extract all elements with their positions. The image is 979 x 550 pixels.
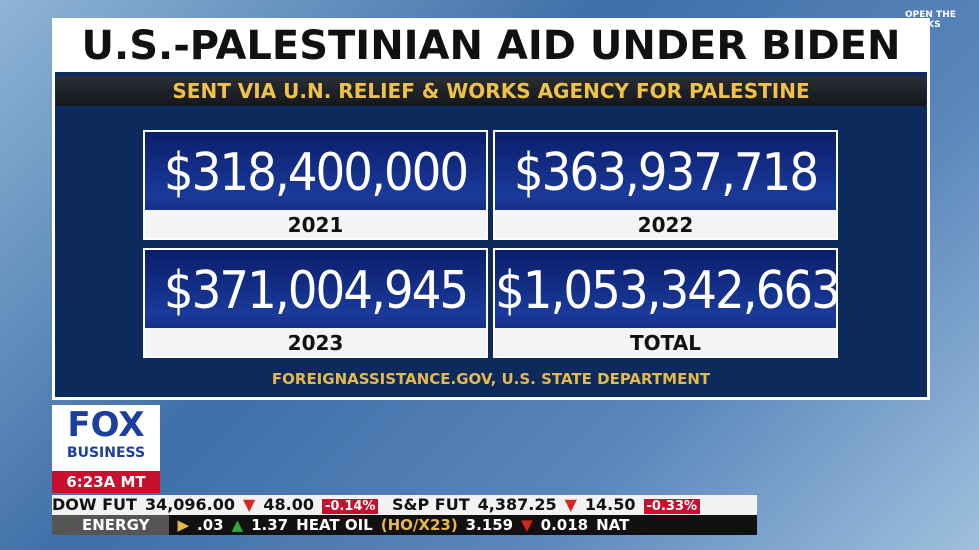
ticker-item: 1.37: [251, 516, 289, 534]
ticker-row: ENERGY ▶ .03 ▲ 1.37 HEAT OIL (HO/X23) 3.159 ▼ 0.0…: [52, 515, 757, 535]
network-name: FOX: [67, 405, 145, 445]
ticker-section: ENERGY: [52, 515, 170, 535]
watermark-line: OPEN THE: [905, 10, 956, 20]
ticker-item: 0.018: [540, 516, 589, 534]
amount: $1,053,342,663: [495, 261, 841, 321]
ticker-item: 3.159: [465, 516, 514, 534]
ticker-item: HEAT OIL: [296, 516, 373, 534]
arrow: ▶: [177, 516, 189, 534]
ticker-price: 4,387.25: [477, 495, 557, 514]
card-label: 2023: [145, 328, 486, 356]
ticker-change: 48.00: [263, 495, 314, 514]
down-arrow: ▼: [521, 516, 533, 534]
card: $371,004,945 2023: [143, 248, 488, 358]
network-sub: BUSINESS: [66, 445, 146, 461]
card: $1,053,342,663 TOTAL: [493, 248, 841, 358]
down-arrow: ▼: [243, 495, 256, 514]
watermark-line: BOOKS: [905, 20, 941, 30]
card: $318,400,000 2021: [143, 130, 488, 240]
source: FOREIGNASSISTANCE.GOV, U.S. STATE DEPART…: [271, 370, 711, 388]
ticker-pct: -0.33%: [643, 499, 701, 514]
ticker-name: DOW FUT: [52, 495, 137, 514]
amount: $318,400,000: [163, 143, 469, 203]
ticker-item: .03: [197, 516, 224, 534]
ticker-item: NAT: [596, 516, 630, 534]
ticker-price: 34,096.00: [144, 495, 236, 514]
ticker-change: 14.50: [584, 495, 636, 514]
network-logo: FOX BUSINESS: [52, 405, 160, 471]
subtitle: SENT VIA U.N. RELIEF & WORKS AGENCY FOR …: [56, 76, 926, 106]
time: 6:23A MT: [52, 471, 160, 493]
watermark: OPEN THE BOOKS: [905, 10, 956, 30]
title: U.S.-PALESTINIAN AID UNDER BIDEN ADMIN: [52, 18, 930, 125]
card-label: 2021: [145, 210, 486, 238]
card-label: TOTAL: [495, 328, 836, 356]
down-arrow: ▼: [564, 495, 577, 514]
ticker-name: S&P FUT: [392, 495, 470, 514]
ticker-item: (HO/X23): [380, 516, 458, 534]
amount: $371,004,945: [163, 261, 469, 321]
ticker-row: DOW FUT 34,096.00 ▼ 48.00 -0.14% S&P FUT 4,38…: [52, 495, 757, 515]
up-arrow: ▲: [231, 516, 244, 534]
card-label: 2022: [495, 210, 836, 238]
ticker-pct: -0.14%: [321, 499, 379, 514]
amount: $363,937,718: [513, 143, 819, 203]
card: $363,937,718 2022: [493, 130, 838, 240]
